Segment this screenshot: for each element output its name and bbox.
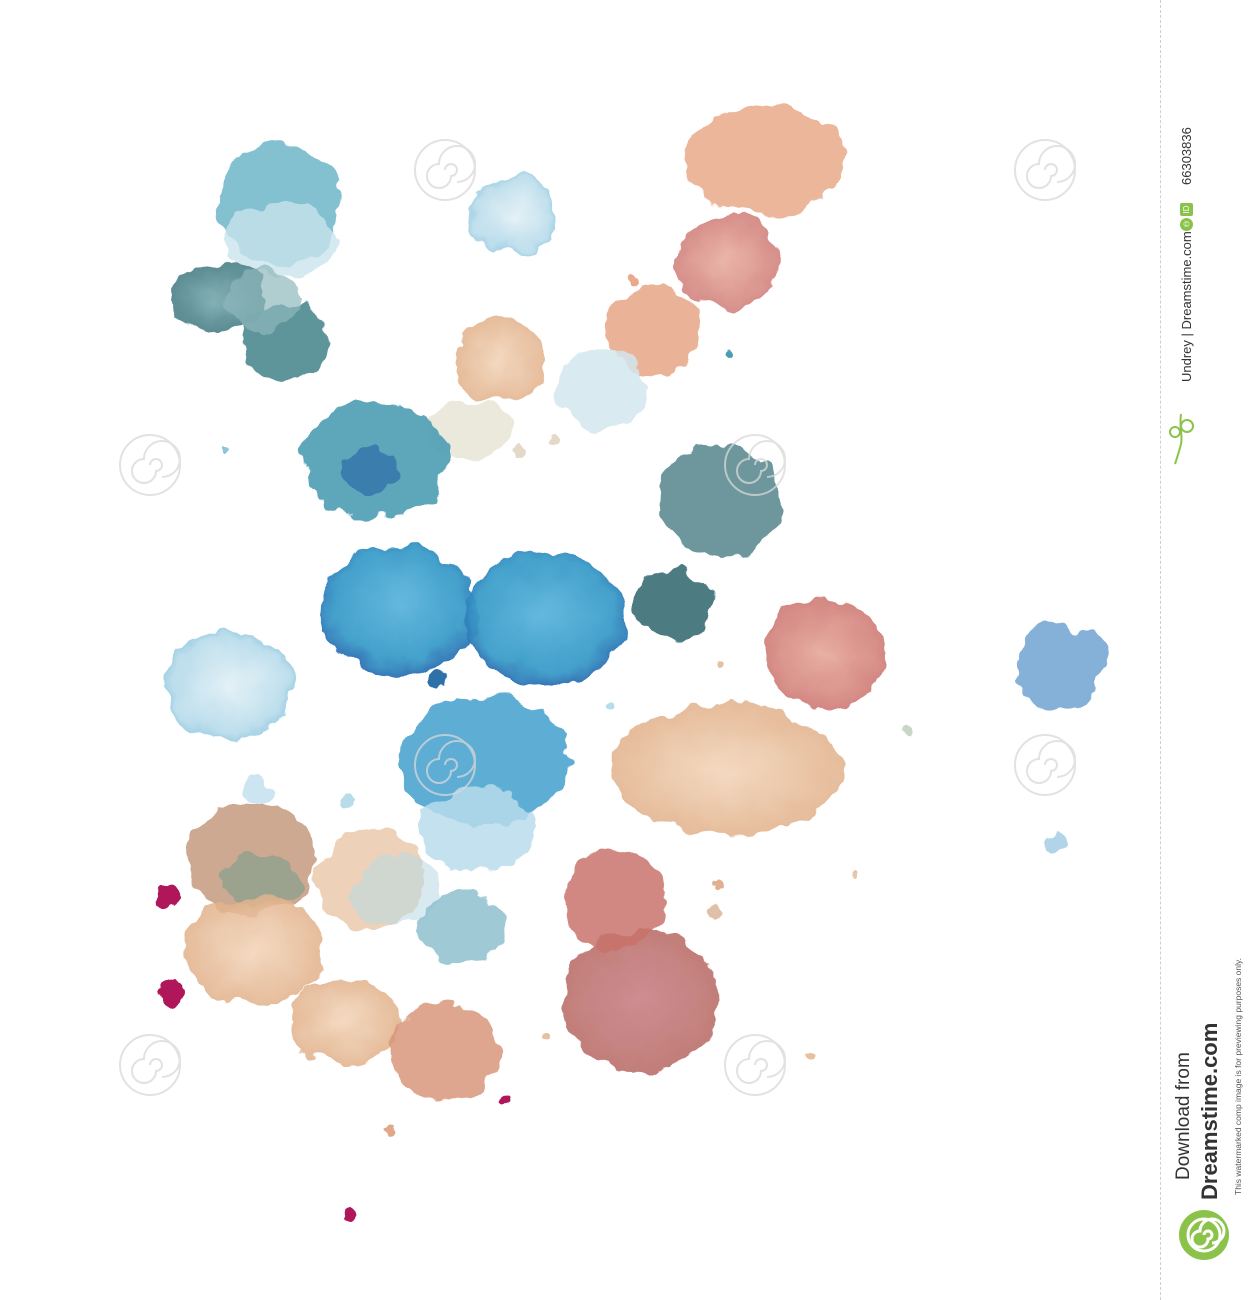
download-from-label: Download from [1173, 1052, 1194, 1180]
splash-blue-far-right [1015, 623, 1105, 851]
image-id: 66303836 [1179, 127, 1194, 185]
splash-central-blue [303, 402, 627, 870]
dreamstime-logo-icon [1179, 1210, 1229, 1260]
splash-dark-teal [635, 445, 782, 641]
splash-peach-diagonal [428, 105, 845, 460]
splash-bottom-left [185, 805, 504, 1100]
splash-lower-peach [560, 705, 840, 1070]
splash-rose-right [765, 600, 885, 710]
image-credit: Undrey | Dreamstime.com [1179, 231, 1194, 382]
preview-disclaimer: This watermarked comp image is for previ… [1233, 958, 1243, 1195]
scissors-icon [1169, 413, 1194, 465]
dreamstime-site-label: Dreamstime.com [1197, 1022, 1222, 1200]
copyright-badge-icon: © [1180, 218, 1193, 231]
droplets [156, 275, 914, 1221]
splash-light-blue-small [470, 177, 560, 253]
splash-light-blue-left [165, 630, 295, 805]
splash-top-left-cluster [170, 143, 342, 383]
stock-photo-sidebar: ID 66303836 © Undrey | Dreamstime.com Th… [1160, 0, 1249, 1300]
id-badge-icon: ID [1180, 203, 1193, 216]
watermark-pattern [119, 139, 1076, 1096]
watercolor-splashes-artwork [119, 105, 1105, 1221]
